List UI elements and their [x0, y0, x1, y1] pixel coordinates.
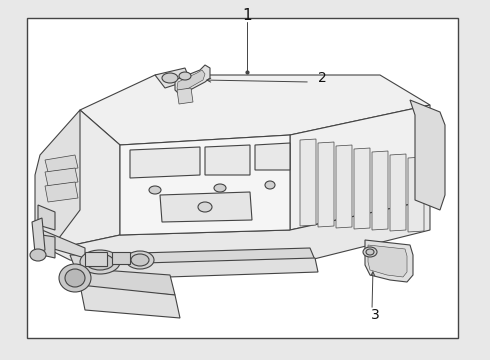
Bar	[85, 252, 107, 266]
Polygon shape	[42, 235, 55, 258]
Ellipse shape	[265, 181, 275, 189]
Polygon shape	[175, 65, 210, 95]
Polygon shape	[365, 240, 413, 282]
Polygon shape	[177, 88, 193, 104]
Polygon shape	[336, 145, 352, 228]
Polygon shape	[40, 230, 85, 258]
Ellipse shape	[30, 249, 46, 261]
Polygon shape	[290, 105, 430, 230]
Polygon shape	[38, 205, 55, 230]
Polygon shape	[45, 168, 78, 186]
Ellipse shape	[59, 264, 91, 292]
Polygon shape	[300, 139, 316, 226]
Ellipse shape	[162, 73, 178, 83]
Ellipse shape	[80, 250, 120, 274]
Ellipse shape	[149, 186, 161, 194]
Polygon shape	[45, 182, 78, 202]
Polygon shape	[80, 75, 430, 145]
Bar	[112, 252, 130, 264]
Polygon shape	[408, 157, 424, 232]
Polygon shape	[372, 151, 388, 230]
Polygon shape	[410, 100, 445, 210]
Ellipse shape	[131, 254, 149, 266]
Polygon shape	[160, 192, 252, 222]
Polygon shape	[32, 218, 45, 253]
Polygon shape	[368, 245, 407, 277]
Text: 3: 3	[370, 308, 379, 322]
Polygon shape	[155, 68, 190, 88]
Polygon shape	[75, 258, 318, 280]
Ellipse shape	[179, 72, 191, 80]
Polygon shape	[50, 200, 430, 270]
Polygon shape	[255, 143, 290, 170]
Ellipse shape	[366, 249, 374, 255]
Text: 2: 2	[318, 71, 327, 85]
Polygon shape	[354, 148, 370, 229]
Polygon shape	[35, 110, 80, 250]
Polygon shape	[75, 268, 175, 295]
Polygon shape	[40, 110, 120, 250]
Ellipse shape	[198, 202, 212, 212]
Bar	[27, 18, 458, 338]
Ellipse shape	[65, 269, 85, 287]
Polygon shape	[80, 285, 180, 318]
Polygon shape	[318, 142, 334, 227]
Polygon shape	[70, 248, 315, 268]
Ellipse shape	[363, 247, 377, 257]
Polygon shape	[45, 155, 78, 172]
Polygon shape	[205, 145, 250, 175]
Ellipse shape	[214, 184, 226, 192]
Text: 1: 1	[242, 8, 252, 23]
Polygon shape	[390, 154, 406, 231]
Ellipse shape	[126, 251, 154, 269]
Polygon shape	[177, 70, 205, 92]
Polygon shape	[120, 135, 290, 235]
Polygon shape	[130, 147, 200, 178]
Ellipse shape	[86, 254, 114, 270]
